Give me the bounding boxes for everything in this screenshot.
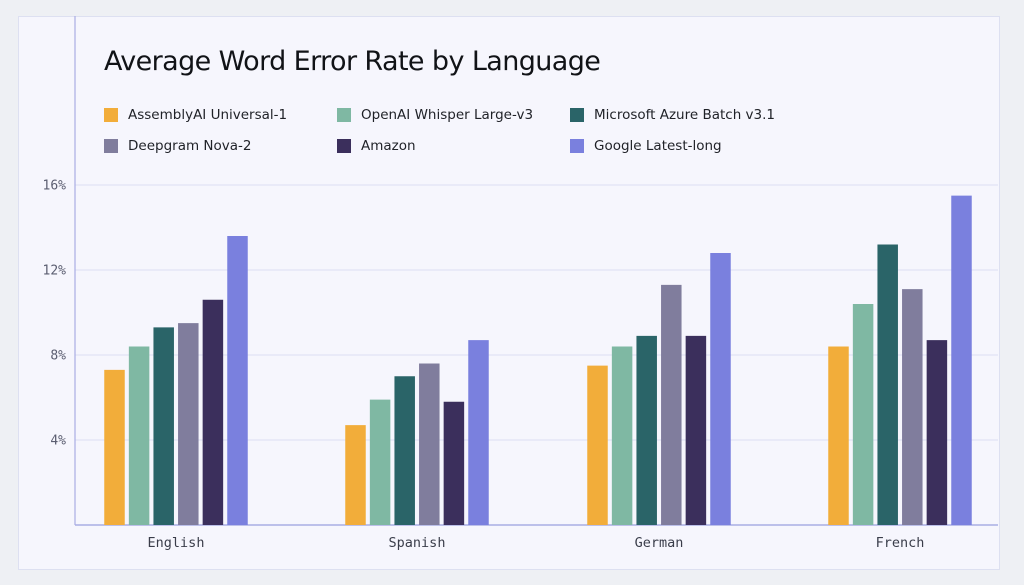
bar-french-deepgram-nova-2 xyxy=(902,289,923,525)
legend-label: Amazon xyxy=(361,138,416,154)
legend-swatch xyxy=(104,139,118,153)
bar-english-amazon xyxy=(202,299,224,525)
legend-item: Google Latest-long xyxy=(570,137,722,155)
legend-label: Deepgram Nova-2 xyxy=(128,138,252,154)
y-tick-label-8: 8% xyxy=(50,349,66,364)
x-tick-label-spanish: Spanish xyxy=(389,535,446,551)
bar-spanish-openai-whisper-large-v3 xyxy=(369,399,391,525)
bar-english-assemblyai-universal-1 xyxy=(104,369,125,525)
legend-swatch xyxy=(104,108,118,122)
legend-item: AssemblyAI Universal-1 xyxy=(104,106,287,124)
x-tick-label-english: English xyxy=(148,535,205,551)
x-tick-label-german: German xyxy=(635,535,684,551)
legend-item: Deepgram Nova-2 xyxy=(104,137,252,155)
legend-label: Microsoft Azure Batch v3.1 xyxy=(594,107,776,123)
bar-german-microsoft-azure-batch-v3-1 xyxy=(636,335,657,525)
bar-spanish-microsoft-azure-batch-v3-1 xyxy=(394,376,415,525)
bar-spanish-amazon xyxy=(443,401,465,525)
bar-french-microsoft-azure-batch-v3-1 xyxy=(877,244,898,525)
bar-spanish-google-latest-long xyxy=(468,340,489,525)
bar-french-google-latest-long xyxy=(951,195,972,525)
bar-spanish-assemblyai-universal-1 xyxy=(345,425,366,525)
bar-english-openai-whisper-large-v3 xyxy=(128,346,150,525)
legend-item: OpenAI Whisper Large-v3 xyxy=(337,106,533,124)
bar-english-deepgram-nova-2 xyxy=(178,323,199,525)
bar-german-deepgram-nova-2 xyxy=(661,284,682,525)
bar-german-google-latest-long xyxy=(710,253,731,525)
x-tick-label-french: French xyxy=(876,535,925,551)
y-tick-label-16: 16% xyxy=(43,179,67,194)
legend-item: Amazon xyxy=(337,137,416,155)
chart-title: Average Word Error Rate by Language xyxy=(104,46,601,77)
legend-item: Microsoft Azure Batch v3.1 xyxy=(570,106,775,124)
bar-german-amazon xyxy=(685,335,707,525)
legend-swatch xyxy=(337,139,351,153)
bar-german-openai-whisper-large-v3 xyxy=(611,346,633,525)
bar-french-openai-whisper-large-v3 xyxy=(852,304,874,525)
legend-label: AssemblyAI Universal-1 xyxy=(128,107,288,123)
bar-french-amazon xyxy=(926,340,948,525)
bar-english-google-latest-long xyxy=(227,236,248,525)
bar-german-assemblyai-universal-1 xyxy=(587,365,608,525)
y-tick-label-12: 12% xyxy=(43,264,67,279)
bar-french-assemblyai-universal-1 xyxy=(828,346,849,525)
bar-spanish-deepgram-nova-2 xyxy=(419,363,440,525)
legend-swatch xyxy=(570,108,584,122)
legend-label: OpenAI Whisper Large-v3 xyxy=(361,107,534,123)
bar-english-microsoft-azure-batch-v3-1 xyxy=(153,327,174,525)
legend-label: Google Latest-long xyxy=(594,138,722,154)
y-tick-label-4: 4% xyxy=(50,434,66,449)
legend-swatch xyxy=(337,108,351,122)
legend-swatch xyxy=(570,139,584,153)
